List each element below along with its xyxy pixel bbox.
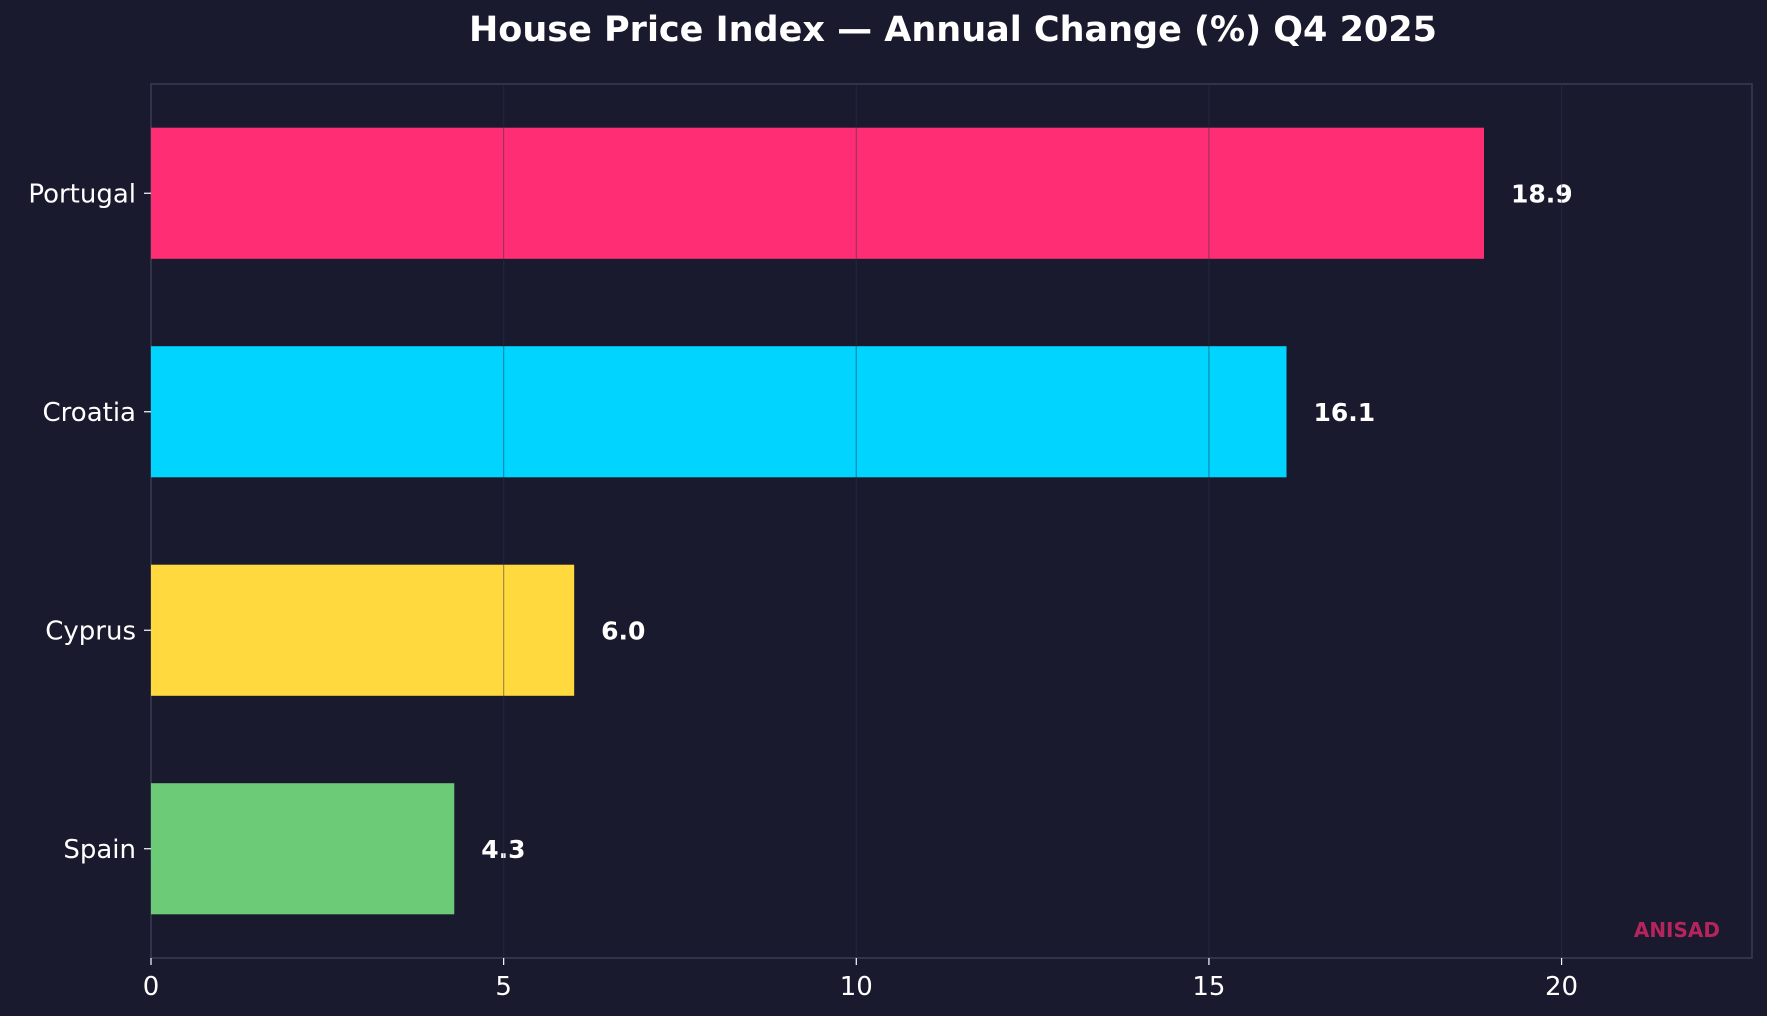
- watermark: ANISAD: [1634, 918, 1720, 942]
- value-label-cyprus: 6.0: [601, 616, 645, 645]
- value-label-croatia: 16.1: [1314, 398, 1376, 427]
- bars: [151, 127, 1484, 915]
- bar-cyprus: [151, 564, 575, 696]
- y-tick-label-spain: Spain: [63, 835, 136, 865]
- x-tick-label-5: 5: [495, 972, 512, 1002]
- plot-frame: [150, 83, 1753, 959]
- bar-portugal: [151, 127, 1484, 259]
- grid-lines: [503, 84, 1563, 958]
- chart-title: House Price Index — Annual Change (%) Q4…: [469, 10, 1437, 50]
- x-tick-label-20: 20: [1545, 972, 1578, 1002]
- bar-croatia: [151, 346, 1287, 478]
- value-label-spain: 4.3: [481, 835, 525, 864]
- y-tick-label-croatia: Croatia: [43, 398, 136, 428]
- bar-spain: [151, 783, 455, 915]
- x-tick-label-0: 0: [143, 972, 160, 1002]
- y-tick-label-portugal: Portugal: [28, 179, 136, 209]
- x-tick-label-10: 10: [840, 972, 873, 1002]
- y-tick-label-cyprus: Cyprus: [45, 616, 136, 646]
- value-label-portugal: 18.9: [1511, 179, 1573, 208]
- x-tick-label-15: 15: [1192, 972, 1225, 1002]
